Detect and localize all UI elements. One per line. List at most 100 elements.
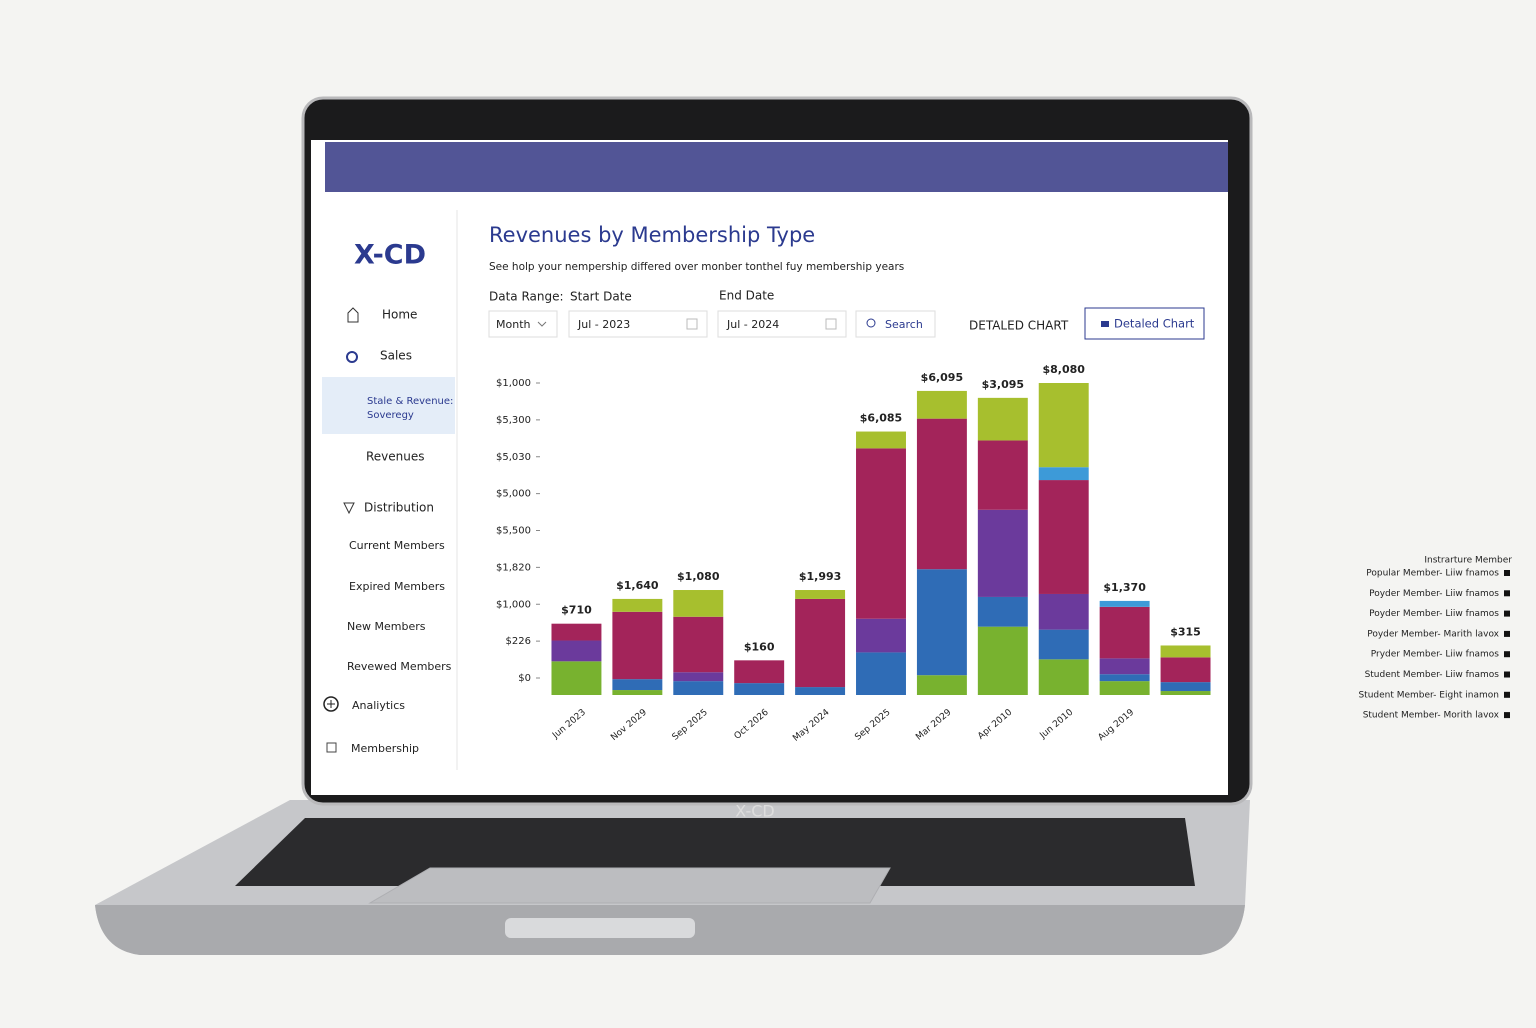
legend-item: Student Member- Eight inamon <box>1358 690 1499 700</box>
y-tick-label: $5,000 <box>496 489 531 500</box>
legend-item: Poyder Member- Marith lavox <box>1367 629 1499 639</box>
bar-segment <box>612 611 663 680</box>
end-label: End Date <box>719 289 774 303</box>
bar-segment <box>795 598 846 688</box>
range-select[interactable] <box>488 310 558 338</box>
legend-item: Pryder Member- Liiw fnamos <box>1371 650 1500 660</box>
chart-heading: DETALED CHART <box>969 319 1069 333</box>
bar-segment <box>856 618 906 653</box>
dropdown-caret <box>537 321 547 327</box>
bar-segment <box>673 672 724 682</box>
distribution-icon <box>343 502 355 515</box>
nav-selected[interactable]: Soveregy <box>367 410 414 421</box>
bar-segment <box>916 675 967 695</box>
bar-segment <box>1038 480 1089 594</box>
legend-swatch <box>1504 570 1510 576</box>
bar-total-label: $6,085 <box>860 412 902 425</box>
bar-segment <box>916 390 967 419</box>
bar-segment <box>551 623 602 641</box>
y-tick-label: $1,000 <box>496 599 531 610</box>
calendar-icon <box>825 318 837 330</box>
legend-swatch <box>1504 691 1510 698</box>
hinge-notch <box>505 918 695 938</box>
legend-item: Poyder Member- Liiw fnamos <box>1369 589 1499 599</box>
bar-segment <box>612 679 663 691</box>
chart-icon <box>1101 321 1109 327</box>
bar-segment <box>977 626 1028 695</box>
nav-item[interactable]: Membership <box>351 742 419 755</box>
bar-segment <box>612 598 663 612</box>
bar-total-label: $1,640 <box>616 579 659 592</box>
legend-swatch <box>1504 651 1510 658</box>
start-value: Jul - 2023 <box>577 318 630 331</box>
bar-segment <box>673 590 724 617</box>
bar-segment <box>977 596 1028 627</box>
membership-icon <box>326 742 337 753</box>
nav-item[interactable]: Revewed Members <box>347 660 452 673</box>
nav-item[interactable]: Analiytics <box>352 699 405 712</box>
nav-item[interactable]: Sales <box>380 349 412 363</box>
nav-item[interactable]: Home <box>382 308 417 322</box>
bar-segment <box>1099 674 1150 682</box>
page-title: Revenues by Membership Type <box>489 223 815 247</box>
bar-segment <box>856 448 906 619</box>
bar-segment <box>795 687 846 695</box>
bar-segment <box>734 660 785 684</box>
legend-item: Poyder Member- Liiw fnamos <box>1369 609 1499 619</box>
analytics-icon-plus <box>327 700 335 708</box>
bar-segment <box>1099 600 1150 607</box>
bar-segment <box>551 661 602 695</box>
start-input[interactable] <box>568 310 708 338</box>
bar-total-label: $1,080 <box>677 570 720 583</box>
nav-selected[interactable]: Stale & Revenue: <box>367 396 453 407</box>
bar-segment <box>1099 658 1150 675</box>
nav-item[interactable]: Revenues <box>366 450 425 464</box>
search-button[interactable] <box>855 310 936 338</box>
bar-segment <box>734 683 785 695</box>
bar-segment <box>1099 681 1150 695</box>
search-icon <box>866 318 876 328</box>
legend-item: Student Member- Morith lavox <box>1363 711 1500 721</box>
bar-segment <box>1099 606 1150 659</box>
legend-swatch <box>1504 590 1510 597</box>
bar-segment <box>1038 659 1089 695</box>
bar-total-label: $8,080 <box>1043 363 1086 376</box>
y-tick-label: $5,300 <box>496 415 531 426</box>
bar-segment <box>1160 645 1211 658</box>
end-input[interactable] <box>717 310 847 338</box>
y-tick-label: $5,030 <box>496 452 531 463</box>
search-label: Search <box>885 318 923 331</box>
bar-segment <box>612 690 663 695</box>
nav-item[interactable]: Current Members <box>349 539 445 552</box>
bar-segment <box>1038 383 1089 468</box>
bar-segment <box>1160 682 1211 692</box>
bar-total-label: $1,993 <box>799 570 841 583</box>
bar-segment <box>1160 657 1211 683</box>
bar-segment <box>916 418 967 570</box>
bar-total-label: $160 <box>744 640 775 653</box>
bar-segment <box>1038 593 1089 630</box>
y-tick-label: $226 <box>506 636 531 647</box>
bar-segment <box>1038 467 1089 481</box>
bar-total-label: $3,095 <box>982 378 1024 391</box>
legend-swatch <box>1504 712 1510 719</box>
nav-section[interactable]: Distribution <box>364 501 434 515</box>
top-bar <box>325 142 1228 192</box>
bar-total-label: $315 <box>1170 625 1201 638</box>
detailed-chart-label: Detaled Chart <box>1114 317 1195 331</box>
bar-total-label: $710 <box>561 604 592 617</box>
bar-segment <box>977 397 1028 441</box>
bar-segment <box>1160 691 1211 695</box>
legend-swatch <box>1504 610 1510 617</box>
y-tick-label: $1,000 <box>496 378 531 389</box>
nav-item[interactable]: New Members <box>347 620 426 633</box>
bar-total-label: $1,370 <box>1103 581 1146 594</box>
bar-segment <box>1038 629 1089 660</box>
nav-item[interactable]: Expired Members <box>349 580 445 593</box>
bar-segment <box>916 569 967 676</box>
trackpad <box>368 867 891 904</box>
legend-swatch <box>1504 630 1510 637</box>
range-value: Month <box>496 318 531 331</box>
